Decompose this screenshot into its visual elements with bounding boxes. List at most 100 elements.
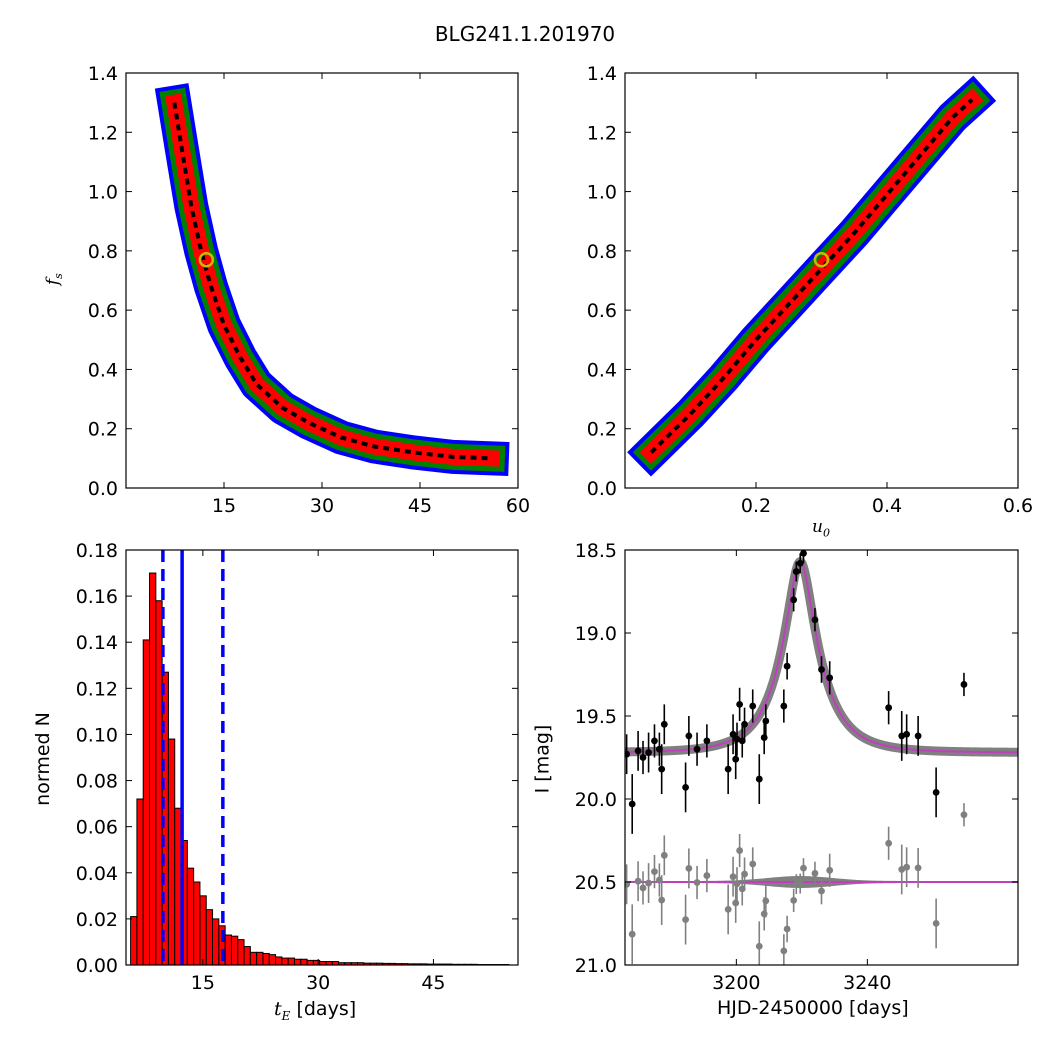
data-point — [818, 666, 825, 673]
residual-point — [660, 851, 668, 859]
hist-ylabel: normed N — [31, 712, 54, 806]
data-point — [914, 732, 922, 740]
y-tick-label: 0.10 — [76, 724, 118, 746]
lc-ylabel: I [mag] — [531, 724, 554, 794]
y-tick-label: 0.02 — [76, 909, 118, 931]
data-point — [800, 550, 807, 557]
hist-bar — [287, 957, 295, 965]
hist-bar — [249, 951, 258, 965]
data-point — [792, 568, 800, 575]
y-tick-label: 0.06 — [76, 817, 118, 839]
x-tick-label: 45 — [421, 972, 445, 994]
hist-bar — [237, 939, 245, 965]
y-tick-label: 20.5 — [575, 872, 617, 894]
panel3-axes: 3200 3240 18.5 19.0 19.5 20.0 20.5 21.0 — [575, 540, 1019, 994]
data-point — [651, 737, 658, 745]
data-point — [724, 765, 732, 773]
figure-title: BLG241.1.201970 — [434, 22, 616, 46]
y-tick-label: 0.18 — [76, 540, 118, 562]
residual-point — [800, 864, 807, 872]
hist-bar — [174, 807, 182, 965]
panel0-frame — [125, 72, 519, 489]
panel2-xlabel: u0 — [812, 517, 830, 539]
hist-bar — [312, 959, 321, 965]
hist-bar — [193, 881, 201, 965]
data-point — [625, 750, 631, 758]
residual-point — [826, 866, 834, 874]
data-point — [885, 704, 893, 712]
hist-bar — [281, 957, 289, 965]
residual-point — [903, 863, 911, 871]
data-point — [783, 662, 791, 670]
hist-bar — [275, 956, 283, 965]
residual-point — [790, 896, 798, 904]
best-fit-marker — [198, 252, 215, 268]
data-point — [780, 702, 788, 710]
hist-bar — [243, 946, 251, 965]
data-point — [628, 800, 636, 808]
hist-bar — [300, 958, 308, 965]
data-point — [762, 717, 770, 725]
residual-point — [634, 877, 642, 885]
residual-point — [658, 896, 666, 904]
y-tick-label: 19.0 — [575, 623, 617, 645]
residual-point — [639, 884, 647, 892]
residual-point — [625, 880, 631, 888]
residual-point — [693, 879, 701, 886]
residual-point — [682, 916, 689, 923]
lightcurve — [625, 550, 1018, 965]
hist-bar — [224, 934, 232, 965]
x-tick-label: 30 — [310, 495, 334, 517]
x-tick-label: 0.2 — [741, 495, 771, 517]
x-tick-label: 15 — [212, 495, 236, 517]
y-tick-label: 1.2 — [587, 122, 617, 144]
panel2-frame — [125, 549, 519, 966]
residual-point — [685, 865, 693, 872]
residual-point — [818, 887, 825, 895]
hist-bar — [136, 798, 144, 965]
x-tick-label: 45 — [408, 495, 432, 517]
y-tick-label: 20.0 — [575, 789, 617, 811]
y-tick-label: 0.0 — [88, 478, 118, 500]
panel0-density — [154, 83, 510, 476]
residual-point — [755, 942, 763, 950]
y-tick-label: 1.0 — [88, 182, 118, 204]
y-tick-label: 1.2 — [88, 122, 118, 144]
density-band — [639, 88, 984, 464]
residual-point — [729, 873, 737, 881]
hist-bar — [205, 909, 214, 965]
residual-point — [780, 947, 788, 955]
hist-bar — [306, 959, 314, 965]
hist-bar — [130, 916, 138, 965]
residual-point — [932, 919, 940, 927]
x-tick-label: 15 — [191, 972, 215, 994]
data-point — [755, 775, 763, 783]
residual-point — [733, 880, 741, 888]
x-tick-label: 0.6 — [1003, 495, 1033, 517]
data-point — [693, 745, 701, 753]
x-tick-label: 3200 — [712, 972, 760, 994]
y-tick-label: 0.2 — [88, 419, 118, 441]
x-tick-label: 30 — [306, 972, 330, 994]
residual-point — [645, 879, 652, 887]
x-tick-label: 3240 — [843, 972, 891, 994]
y-tick-label: 18.5 — [575, 540, 617, 562]
residual-point — [628, 930, 636, 938]
residual-point — [736, 847, 744, 854]
residual-point — [811, 869, 819, 877]
density-band — [159, 87, 506, 472]
data-point — [903, 730, 911, 738]
data-point — [736, 700, 744, 708]
hist-bar — [262, 952, 270, 965]
hist-bar — [268, 954, 277, 965]
panel3-frame — [624, 549, 1019, 966]
hist-bar — [212, 918, 220, 965]
residual-point — [703, 872, 711, 879]
data-point — [796, 559, 804, 567]
residual-point — [651, 868, 658, 875]
panel1-frame — [624, 72, 1019, 489]
residual-point — [914, 864, 922, 872]
panel1-ylabel: fs — [43, 273, 65, 285]
hist-bar — [149, 572, 157, 965]
